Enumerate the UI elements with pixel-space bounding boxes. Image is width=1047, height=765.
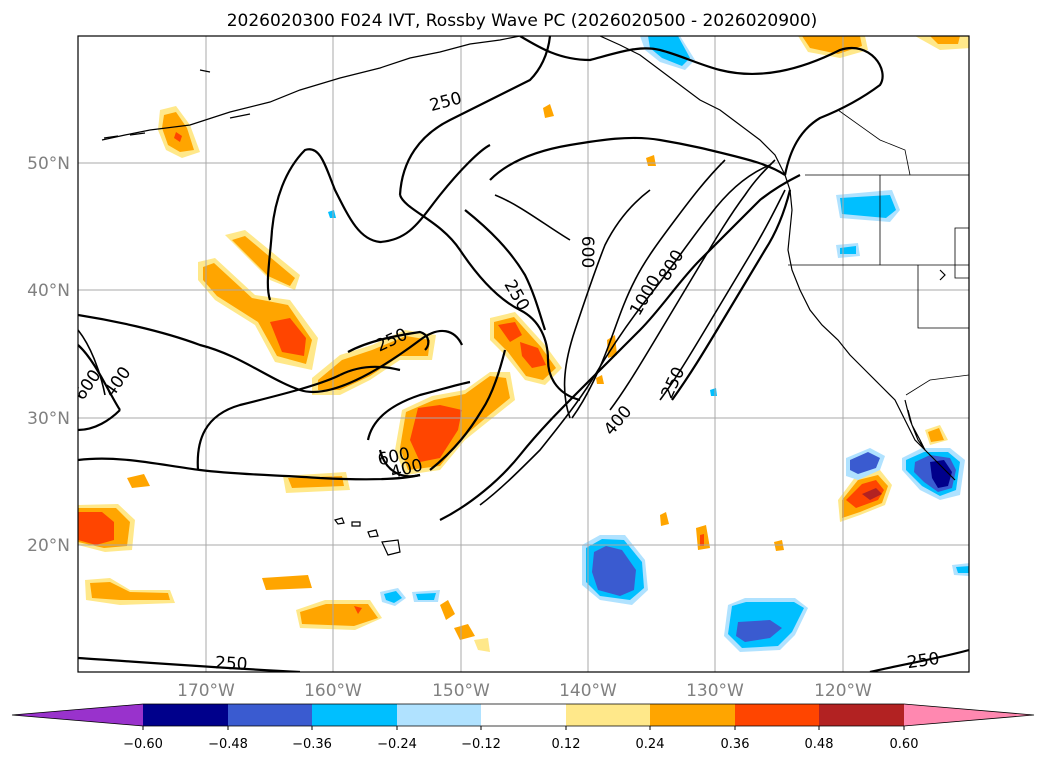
colorbar-tick-label: −0.24 — [377, 737, 417, 752]
map-frame — [77, 35, 970, 673]
colorbar-segment — [566, 704, 650, 726]
colorbar: −0.60 −0.48 −0.36 −0.24 −0.12 0.12 0.24 … — [11, 703, 1035, 752]
lon-tick-label: 130°W — [686, 681, 744, 701]
colorbar-under-extend — [12, 704, 143, 726]
colorbar-tick-label: −0.12 — [461, 737, 501, 752]
contour-label: 400 — [600, 402, 636, 440]
colorbar-tick-label: 0.60 — [890, 737, 919, 752]
negative-anomaly-shading — [328, 36, 969, 652]
contour-label: 250 — [427, 88, 464, 116]
colorbar-tick-label: −0.48 — [208, 737, 248, 752]
latitude-ticks: 50°N 40°N 30°N 20°N — [27, 154, 70, 556]
colorbar-segment — [397, 704, 481, 726]
contour-label: 250 — [906, 649, 941, 673]
colorbar-tick-label: 0.24 — [636, 737, 665, 752]
colorbar-tick-marks — [142, 726, 905, 730]
lon-tick-label: 120°W — [814, 681, 872, 701]
colorbar-tick-label: 0.48 — [805, 737, 834, 752]
longitude-ticks: 170°W 160°W 150°W 140°W 130°W 120°W — [177, 681, 872, 701]
colorbar-tick-label: −0.36 — [292, 737, 332, 752]
lat-tick-label: 20°N — [27, 536, 70, 556]
lat-tick-label: 50°N — [27, 154, 70, 174]
lon-tick-label: 150°W — [432, 681, 490, 701]
contour-label: 400 — [100, 363, 135, 401]
colorbar-segment — [143, 704, 228, 726]
positive-anomaly-shading — [78, 36, 969, 652]
lat-tick-label: 40°N — [27, 281, 70, 301]
colorbar-segment — [228, 704, 312, 726]
colorbar-tick-label: −0.60 — [123, 737, 163, 752]
colorbar-over-extend — [904, 704, 1034, 726]
contour-label: 600 — [70, 366, 105, 404]
colorbar-segment — [481, 704, 566, 726]
map-area: 250 250 250 250 250 250 400 400 400 600 … — [70, 36, 969, 675]
lat-tick-label: 30°N — [27, 409, 70, 429]
map-title: 2026020300 F024 IVT, Rossby Wave PC (202… — [227, 11, 818, 31]
colorbar-tick-label: 0.36 — [721, 737, 750, 752]
colorbar-tick-label: 0.12 — [552, 737, 581, 752]
contour-label: 250 — [215, 653, 248, 675]
contour-label: 1000 — [626, 272, 665, 319]
lon-tick-label: 160°W — [304, 681, 362, 701]
ivt-contours — [78, 36, 969, 672]
colorbar-segment — [735, 704, 819, 726]
colorbar-segment — [650, 704, 735, 726]
colorbar-segment — [312, 704, 397, 726]
colorbar-segment — [819, 704, 904, 726]
colorbar-tick-labels: −0.60 −0.48 −0.36 −0.24 −0.12 0.12 0.24 … — [123, 737, 918, 752]
contour-label: 600 — [577, 236, 597, 268]
coastlines — [101, 36, 969, 556]
lon-tick-label: 140°W — [559, 681, 617, 701]
lon-tick-label: 170°W — [177, 681, 235, 701]
